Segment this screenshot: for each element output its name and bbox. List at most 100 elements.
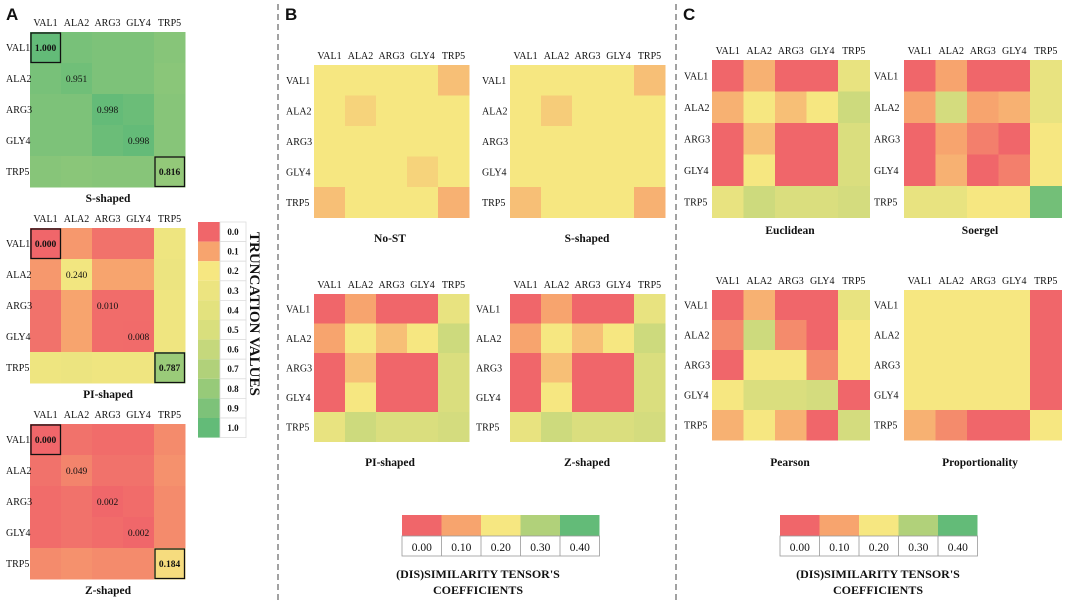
row-tick-label: TRP5	[6, 559, 29, 570]
truncation-swatch	[198, 280, 220, 301]
heatmap-cell	[92, 290, 124, 322]
heatmap-cell	[510, 156, 542, 188]
heatmap-cell	[904, 123, 936, 155]
heatmap-cell	[376, 353, 408, 383]
heatmap-cell	[30, 424, 62, 456]
heatmap-cell	[998, 350, 1031, 381]
heatmap-cell	[154, 63, 186, 95]
heatmap-cell	[92, 352, 124, 384]
heatmap-cell	[806, 91, 839, 124]
heatmap-cell	[61, 548, 93, 580]
col-tick-label: ARG3	[970, 276, 996, 287]
heatmap-title: PI-shaped	[83, 389, 133, 401]
truncation-level-label: 0.7	[227, 364, 239, 374]
heatmap-cell	[967, 380, 999, 411]
row-tick-label: GLY4	[286, 393, 311, 404]
col-tick-label: ALA2	[746, 276, 772, 287]
col-tick-label: VAL1	[317, 280, 341, 291]
row-tick-label: GLY4	[286, 167, 311, 178]
row-tick-label: VAL1	[6, 239, 30, 250]
heatmap-cell	[510, 187, 542, 218]
heatmap-cell	[712, 290, 744, 321]
truncation-level-label: 0.0	[227, 227, 239, 237]
heatmap-cell	[154, 424, 186, 456]
heatmaps: VAL1 ALA2 ARG3 GLY4 TRP5 VAL1 ALA2 ARG3 GLY4 TRP5…	[6, 18, 1062, 597]
heatmap-cell	[61, 352, 93, 384]
heatmap-cell	[154, 125, 186, 157]
col-tick-label: TRP5	[442, 51, 465, 62]
row-tick-label: TRP5	[874, 197, 897, 208]
heatmap-cell	[345, 323, 377, 354]
heatmap-cell	[154, 321, 186, 353]
col-tick-label: ALA2	[544, 51, 570, 62]
heatmap-cell	[30, 63, 62, 95]
row-tick-label: VAL1	[6, 43, 30, 54]
heatmap-cell	[30, 94, 62, 126]
heatmap-cell	[61, 517, 93, 549]
col-tick-label: TRP5	[842, 276, 865, 287]
panel-label-b: B	[285, 5, 297, 24]
heatmap-cell	[61, 156, 93, 188]
heatmap-cell	[603, 323, 635, 354]
heatmap-cell	[30, 548, 62, 580]
coef-swatch	[780, 515, 820, 536]
heatmap-cell	[935, 290, 968, 321]
truncation-swatch	[198, 418, 220, 438]
heatmap-cell	[775, 380, 807, 411]
row-tick-label: GLY4	[874, 166, 899, 177]
cell-value-label: 0.000	[35, 240, 57, 250]
highlight-box	[30, 228, 62, 260]
heatmap-cell	[904, 380, 936, 411]
coef-tick-label: 0.30	[908, 542, 928, 554]
heatmap-cell	[712, 60, 744, 92]
col-tick-label: ARG3	[94, 18, 120, 29]
col-tick-label: VAL1	[317, 51, 341, 62]
heatmap-title: S-shaped	[565, 233, 610, 245]
heatmap-cell	[407, 187, 439, 218]
cell-value-label: 0.998	[97, 106, 119, 116]
heatmap-cell	[712, 91, 744, 124]
heatmap-cell	[510, 323, 542, 354]
row-tick-label: ALA2	[476, 334, 502, 345]
coef-tick-label: 0.20	[869, 542, 889, 554]
col-tick-label: TRP5	[638, 280, 661, 291]
heatmap-cell	[154, 352, 186, 384]
row-tick-label: TRP5	[6, 167, 29, 178]
panel-label-c: C	[683, 5, 695, 24]
row-tick-label: VAL1	[684, 71, 708, 82]
row-tick-label: ALA2	[6, 270, 32, 281]
heatmap-cell	[603, 382, 635, 413]
col-tick-label: ALA2	[938, 46, 964, 57]
heatmap-cell	[806, 60, 839, 92]
highlight-box	[30, 32, 62, 64]
row-tick-label: ALA2	[6, 466, 32, 477]
heatmap-cell	[92, 63, 124, 95]
heatmap-cell	[92, 548, 124, 580]
heatmap-cell	[806, 410, 839, 441]
heatmap-cell	[438, 382, 470, 413]
heatmap-cell	[123, 156, 155, 188]
heatmap-cell	[1030, 154, 1062, 187]
highlight-box	[154, 156, 186, 188]
heatmap-cell	[376, 323, 408, 354]
heatmap-cell	[743, 350, 776, 381]
heatmap-cell	[30, 290, 62, 322]
heatmap-cell	[838, 380, 870, 411]
heatmap-cell	[314, 187, 346, 218]
truncation-level-label: 0.9	[227, 403, 239, 413]
row-tick-label: ALA2	[6, 74, 32, 85]
heatmap-cell	[935, 410, 968, 441]
panel-label-a: A	[6, 5, 18, 24]
heatmap-cell	[634, 126, 666, 157]
heatmap-cell	[806, 290, 839, 321]
truncation-swatch	[198, 320, 220, 340]
heatmap-cell	[572, 65, 604, 96]
heatmap-cell	[572, 353, 604, 383]
coef-tick-label: 0.00	[790, 542, 810, 554]
heatmap-cell	[510, 412, 542, 442]
col-tick-label: ALA2	[64, 18, 90, 29]
col-tick-label: GLY4	[606, 280, 631, 291]
heatmap-b-pi: VAL1 ALA2 ARG3 GLY4 TRP5 VAL1 ALA2 ARG3 GLY4 TRP5…	[286, 280, 470, 469]
heatmap-cell	[838, 91, 870, 124]
heatmap-cell	[1030, 123, 1062, 155]
